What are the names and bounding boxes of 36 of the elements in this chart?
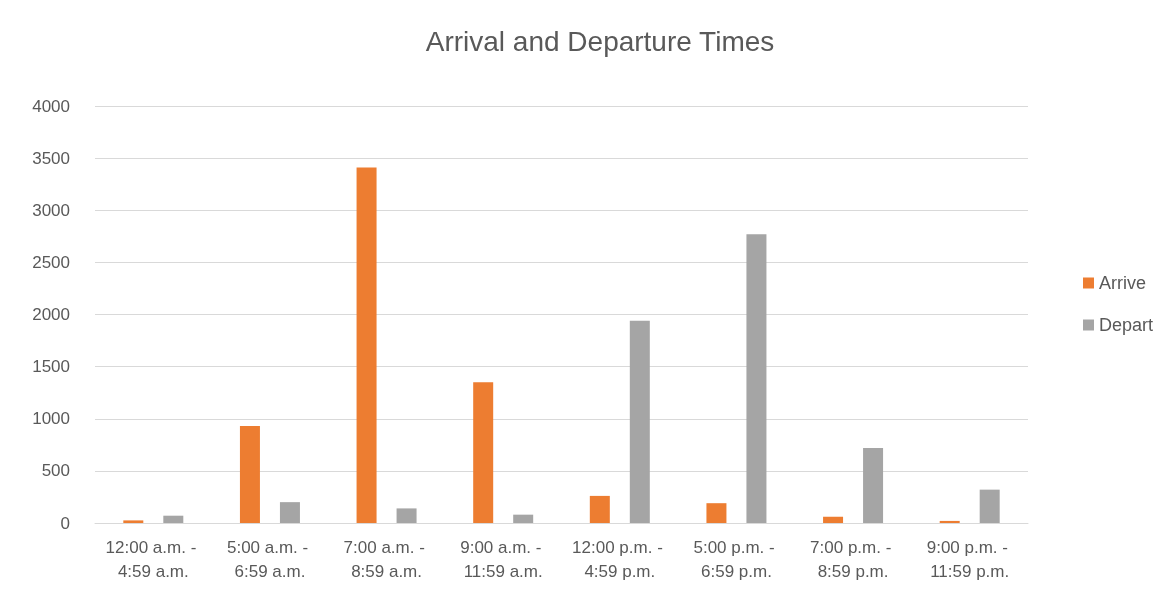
bar	[823, 516, 844, 523]
x-tick-label: 7:00 p.m. - 8:59 p.m.	[810, 537, 897, 581]
bar	[123, 520, 144, 523]
x-tick-label: 9:00 p.m. - 11:59 p.m.	[926, 537, 1013, 581]
bar	[163, 515, 184, 523]
bar	[863, 447, 884, 523]
bar	[939, 520, 960, 523]
y-tick-label: 1500	[32, 357, 70, 377]
x-tick-label: 5:00 p.m. - 6:59 p.m.	[693, 537, 780, 581]
bar	[746, 234, 767, 523]
y-tick-label: 2000	[32, 305, 70, 324]
y-tick-label: 0	[60, 513, 70, 533]
bar	[629, 320, 650, 523]
bar	[239, 426, 260, 523]
y-tick-label: 3000	[32, 200, 70, 220]
x-tick-label: 12:00 a.m. - 4:59 a.m.	[105, 537, 202, 581]
legend-label: Depart	[1098, 315, 1153, 335]
x-tick-label: 5:00 a.m. - 6:59 a.m.	[226, 537, 313, 581]
bar	[279, 502, 300, 523]
y-tick-label: 3500	[32, 148, 70, 168]
x-tick-label: 12:00 p.m. - 4:59 p.m.	[572, 537, 668, 581]
bar	[356, 167, 377, 523]
y-tick-label: 500	[41, 461, 70, 481]
bar	[473, 382, 494, 523]
bar	[589, 495, 610, 523]
chart-title: Arrival and Departure Times	[425, 25, 775, 57]
bar	[396, 508, 417, 523]
y-tick-label: 4000	[32, 96, 70, 116]
x-tick-label: 7:00 a.m. - 8:59 a.m.	[343, 537, 430, 581]
y-tick-label: 2500	[32, 252, 70, 272]
x-tick-label: 9:00 a.m. - 11:59 a.m.	[460, 537, 547, 581]
legend-label: Arrive	[1098, 273, 1146, 293]
bar	[513, 514, 534, 523]
bar	[979, 489, 1000, 523]
bar	[706, 503, 727, 523]
y-tick-label: 1000	[32, 409, 70, 429]
